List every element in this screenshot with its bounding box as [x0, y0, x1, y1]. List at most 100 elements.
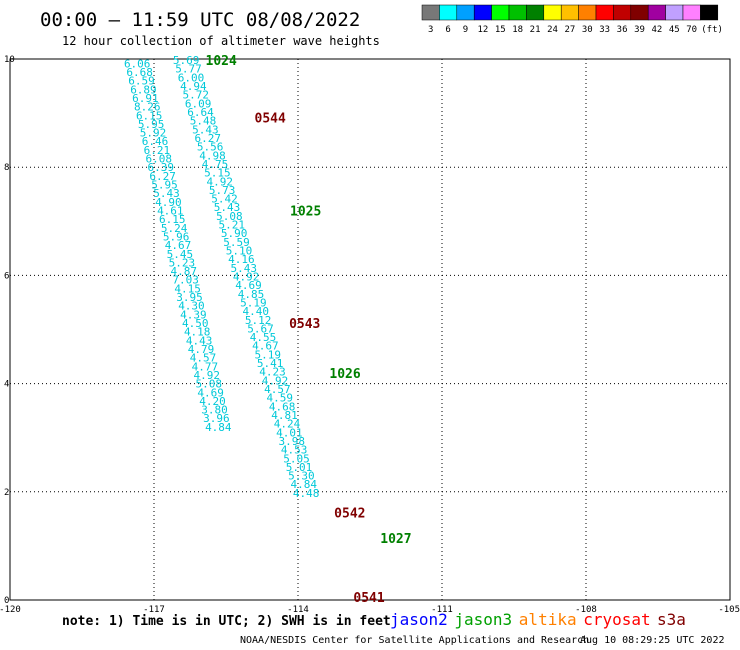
swh-value: 4.16	[228, 253, 255, 266]
x-tick-label: -105	[718, 605, 740, 615]
y-tick-label: 10	[4, 55, 15, 65]
swh-value: 4.81	[271, 409, 298, 422]
color-scale-label: 21	[530, 25, 541, 35]
swh-value: 4.87	[171, 265, 198, 278]
color-swatch	[439, 4, 458, 21]
swh-value: 5.24	[161, 222, 188, 235]
color-swatch	[630, 4, 649, 21]
swh-value: 3.80	[201, 404, 228, 417]
plot-frame	[9, 58, 731, 601]
swh-value: 5.77	[175, 63, 202, 76]
swh-value: 4.92	[194, 369, 221, 382]
color-swatch	[491, 4, 510, 21]
swh-value: 6.08	[146, 153, 173, 166]
swh-value: 5.72	[183, 89, 210, 102]
swh-value: 4.68	[269, 400, 296, 413]
swh-value: 4.23	[259, 366, 286, 379]
swh-value: 5.43	[192, 123, 219, 136]
color-scale-label: 33	[599, 25, 610, 35]
swh-readings: 6.066.686.596.896.918.266.155.955.926.46…	[124, 54, 319, 500]
color-swatch	[560, 4, 579, 21]
color-scale-label: 70	[686, 25, 697, 35]
generated-timestamp: Aug 10 08:29:25 UTC 2022	[580, 635, 725, 646]
swh-value: 4.53	[281, 444, 308, 457]
y-axis-ticks: 0 2 4 6 8 10	[4, 55, 15, 606]
swh-value: 3.98	[279, 435, 306, 448]
swh-value: 5.73	[209, 184, 236, 197]
swh-value: 5.90	[221, 227, 248, 240]
swh-value: 7.03	[172, 274, 199, 287]
legend-s3a: s3a	[657, 610, 686, 629]
swh-value: 4.92	[262, 374, 289, 387]
swh-value: 4.77	[192, 360, 219, 373]
y-tick-label: 6	[4, 271, 9, 281]
x-tick-label: -111	[431, 605, 453, 615]
swh-value: 6.00	[178, 71, 205, 84]
swh-value: 5.10	[226, 245, 253, 258]
swh-value: 4.57	[264, 383, 291, 396]
pass-time-label: 0544	[255, 111, 286, 126]
color-scale-label: 45	[669, 25, 680, 35]
swh-value: 6.15	[159, 213, 186, 226]
swh-value: 4.67	[252, 340, 279, 353]
swh-value: 5.05	[283, 452, 310, 465]
x-tick-label: -108	[575, 605, 597, 615]
footnote: note: 1) Time is in UTC; 2) SWH is in fe…	[62, 614, 391, 629]
swh-value: 5.95	[138, 118, 165, 131]
chart-title: 00:00 – 11:59 UTC 08/08/2022	[40, 9, 360, 31]
pass-time-label: 0543	[289, 317, 320, 332]
swh-value: 5.48	[190, 115, 217, 128]
swh-value: 4.43	[186, 334, 213, 347]
y-tick-label: 0	[4, 596, 9, 606]
swh-value: 5.95	[151, 179, 178, 192]
legend-jason3: jason3	[454, 610, 512, 629]
color-swatch	[613, 4, 632, 21]
swh-value: 3.96	[203, 412, 230, 425]
swh-value: 4.69	[235, 279, 262, 292]
swh-value: 5.42	[211, 193, 238, 206]
swh-value: 4.50	[182, 317, 209, 330]
color-scale-label: 6	[445, 25, 450, 35]
swh-value: 4.39	[180, 308, 207, 321]
color-swatch	[647, 4, 666, 21]
swh-value: 4.98	[199, 149, 226, 162]
swh-value: 5.45	[167, 248, 194, 261]
swh-value: 6.68	[126, 66, 153, 79]
swh-value: 4.15	[174, 282, 201, 295]
swh-value: 6.09	[185, 97, 212, 110]
pass-time-label: 0542	[334, 506, 365, 521]
swh-value: 5.15	[204, 167, 231, 180]
swh-value: 5.19	[255, 348, 282, 361]
grid-lines	[10, 59, 730, 600]
color-swatch	[578, 4, 597, 21]
swh-value: 5.69	[173, 54, 200, 67]
color-scale-label: 24	[547, 25, 558, 35]
x-tick-label: -117	[143, 605, 165, 615]
swh-value: 5.08	[195, 378, 222, 391]
color-scale-label: 3	[428, 25, 433, 35]
swh-value: 4.20	[199, 395, 226, 408]
swh-value: 4.79	[188, 343, 215, 356]
swh-value: 5.41	[257, 357, 284, 370]
swh-value: 5.21	[219, 219, 246, 232]
swh-value: 6.91	[132, 92, 159, 105]
swh-value: 4.84	[291, 478, 318, 491]
x-tick-label: -114	[287, 605, 309, 615]
color-scale-label: 15	[495, 25, 506, 35]
swh-value: 5.43	[153, 187, 180, 200]
swh-value: 6.89	[130, 83, 157, 96]
swh-value: 4.92	[207, 175, 234, 188]
credit-line: NOAA/NESDIS Center for Satellite Applica…	[240, 635, 589, 646]
swh-value: 6.27	[195, 132, 222, 145]
swh-value: 4.94	[180, 80, 207, 93]
swh-value: 4.69	[197, 386, 224, 399]
y-tick-label: 8	[4, 163, 9, 173]
color-scale-label: 42	[651, 25, 662, 35]
color-swatch	[665, 4, 684, 21]
swh-value: 6.46	[142, 135, 169, 148]
swh-value: 4.59	[267, 392, 294, 405]
swh-value: 6.39	[147, 161, 174, 174]
pass-time-label: 1027	[380, 532, 411, 547]
